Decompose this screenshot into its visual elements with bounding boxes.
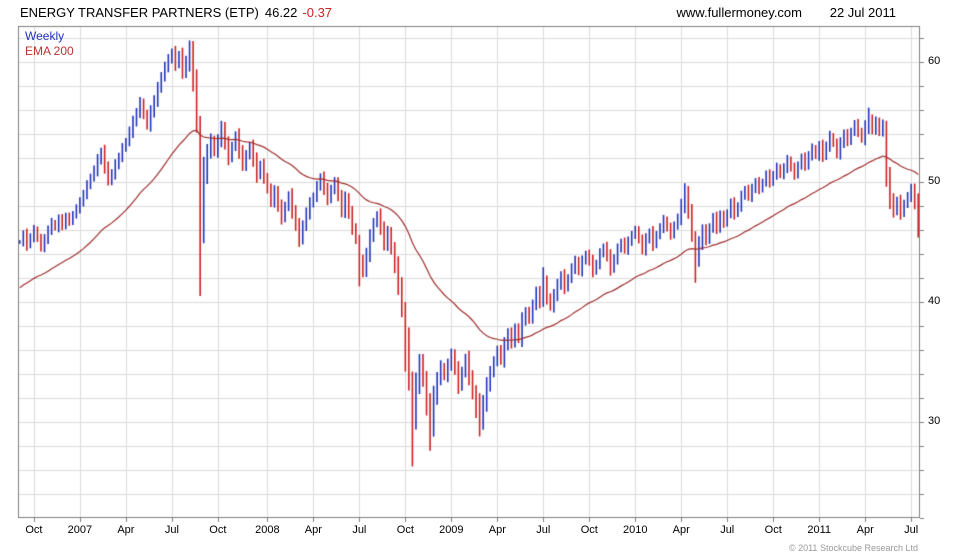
price-change: -0.37 (302, 5, 333, 20)
x-tick-label: 2011 (807, 524, 832, 536)
x-tick-label: 2010 (623, 524, 648, 536)
x-tick-label: Oct (396, 524, 414, 536)
website-label: www.fullermoney.com (676, 5, 802, 20)
x-tick-label: Apr (117, 524, 135, 536)
x-tick-label: Oct (580, 524, 598, 536)
ema-legend-label: EMA 200 (25, 44, 74, 58)
x-tick-label: Oct (764, 524, 782, 536)
x-tick-label: Jul (904, 524, 919, 536)
x-tick-label: Oct (25, 524, 43, 536)
x-tick-label: Apr (672, 524, 690, 536)
x-tick-label: 2009 (439, 524, 464, 536)
y-tick-label: 30 (928, 415, 941, 427)
x-tick-label: Jul (720, 524, 735, 536)
timeframe-label: Weekly (25, 29, 65, 43)
x-tick-label: 2008 (255, 524, 280, 536)
x-tick-label: Jul (164, 524, 179, 536)
x-tick-label: Jul (352, 524, 367, 536)
y-tick-label: 40 (928, 295, 941, 307)
x-tick-label: Apr (856, 524, 874, 536)
x-tick-label: Jul (536, 524, 551, 536)
chart-date: 22 Jul 2011 (829, 5, 896, 20)
y-tick-label: 50 (928, 175, 941, 187)
x-tick-label: Apr (304, 524, 322, 536)
y-tick-label: 60 (928, 55, 941, 67)
instrument-title: ENERGY TRANSFER PARTNERS (ETP) (20, 5, 259, 20)
x-tick-label: Apr (488, 524, 506, 536)
x-tick-label: 2007 (67, 524, 93, 536)
copyright-notice: © 2011 Stockcube Research Ltd (788, 543, 918, 553)
chart-header: ENERGY TRANSFER PARTNERS (ETP) 46.22 -0.37 (20, 5, 332, 20)
x-tick-label: Oct (209, 524, 227, 536)
last-price: 46.22 (264, 5, 298, 20)
